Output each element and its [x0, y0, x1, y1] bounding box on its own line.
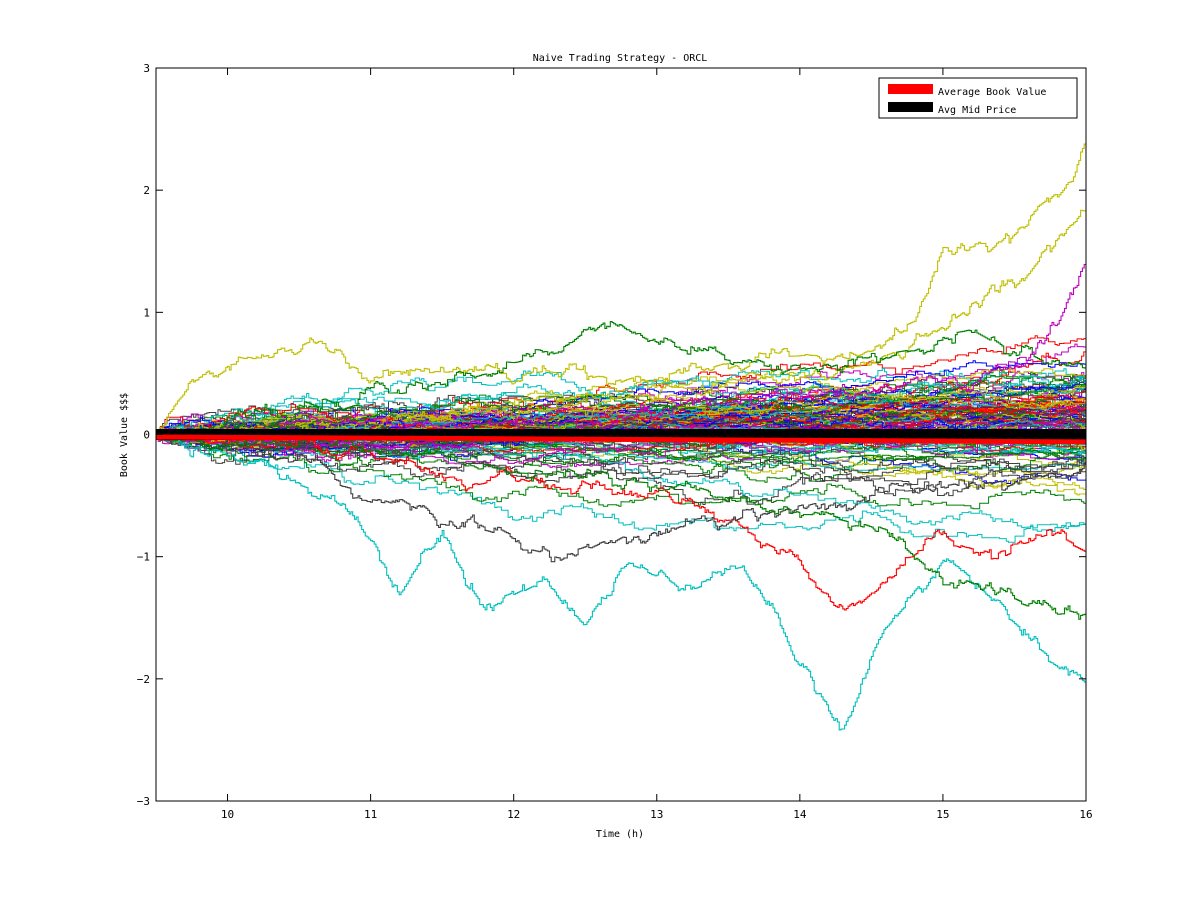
x-tick-label: 11	[364, 808, 377, 821]
x-axis-label: Time (h)	[596, 829, 644, 840]
y-tick-label: 0	[143, 429, 150, 442]
highlighted-path	[156, 320, 1086, 443]
average-book-value-line	[156, 434, 1086, 445]
legend-label-avg-mid-price: Avg Mid Price	[938, 105, 1016, 116]
x-tick-label: 14	[793, 808, 807, 821]
simulated-path	[156, 433, 1086, 510]
y-tick-label: 2	[143, 184, 150, 197]
legend-label-average-book-value: Average Book Value	[938, 87, 1046, 98]
legend-swatch-avg-mid-price	[888, 102, 933, 112]
highlighted-path	[156, 428, 1086, 611]
y-tick-label: −1	[137, 551, 150, 564]
y-axis-label: Book Value $$$	[119, 393, 130, 477]
y-tick-label: −2	[137, 673, 150, 686]
simulated-path	[156, 434, 1086, 479]
x-tick-label: 13	[650, 808, 663, 821]
highlighted-path	[156, 433, 1086, 731]
x-tick-label: 12	[507, 808, 520, 821]
y-tick-label: 1	[143, 306, 150, 319]
highlighted-path	[156, 432, 1086, 563]
chart-title: Naive Trading Strategy - ORCL	[533, 53, 708, 64]
x-tick-label: 16	[1079, 808, 1092, 821]
x-tick-label: 15	[936, 808, 949, 821]
legend-swatch-average-book-value	[888, 84, 933, 94]
highlighted-paths	[156, 143, 1086, 731]
y-tick-label: −3	[137, 795, 150, 808]
x-tick-label: 10	[221, 808, 234, 821]
highlighted-path	[156, 143, 1086, 436]
highlighted-path	[156, 262, 1086, 441]
highlighted-path	[156, 208, 1086, 441]
legend: Average Book Value Avg Mid Price	[878, 77, 1078, 119]
y-tick-label: 3	[143, 62, 150, 75]
simulated-path	[156, 434, 1086, 532]
average-lines	[156, 429, 1086, 445]
simulated-path	[156, 430, 1086, 485]
